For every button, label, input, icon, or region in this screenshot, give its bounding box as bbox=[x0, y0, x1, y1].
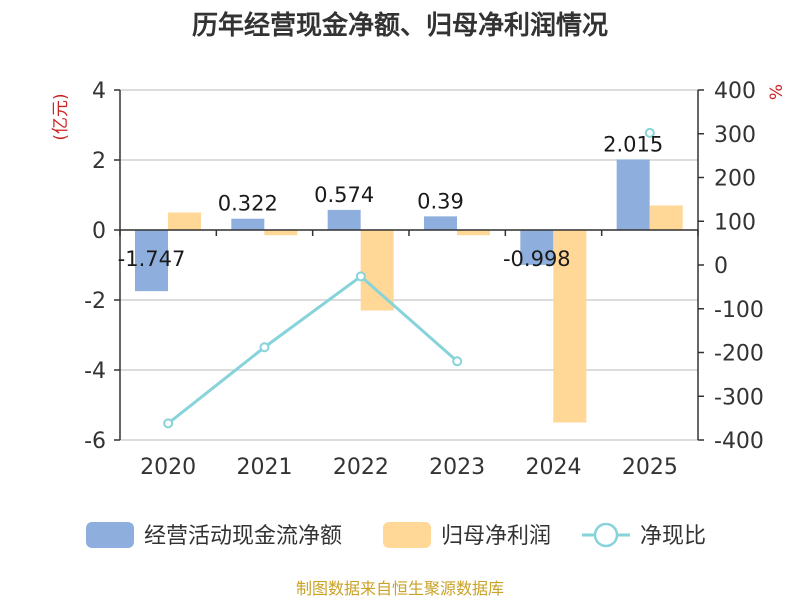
bar[interactable] bbox=[168, 212, 201, 231]
bar-data-label: 0.574 bbox=[314, 183, 374, 207]
data-labels: -1.747 0.322 0.574 0.39 -0.998 2.015 bbox=[118, 132, 664, 271]
left-tick-label: -4 bbox=[84, 359, 106, 384]
bar[interactable] bbox=[649, 205, 683, 231]
x-tick-label: 2022 bbox=[333, 455, 389, 480]
legend-swatch[interactable] bbox=[383, 522, 431, 548]
right-tick-label: 200 bbox=[714, 167, 756, 192]
right-tick-label: -400 bbox=[714, 429, 764, 454]
source-note: 制图数据来自恒生聚源数据库 bbox=[296, 579, 504, 598]
ratio-point[interactable] bbox=[259, 342, 270, 353]
bar[interactable] bbox=[457, 230, 490, 236]
bar[interactable] bbox=[424, 216, 457, 230]
legend-swatch[interactable] bbox=[86, 522, 134, 548]
bars bbox=[135, 159, 683, 423]
bar[interactable] bbox=[520, 230, 554, 265]
ratio-line bbox=[163, 127, 655, 429]
bar[interactable] bbox=[264, 230, 298, 236]
left-tick-label: 4 bbox=[92, 79, 106, 104]
x-tick-label: 2025 bbox=[622, 455, 678, 480]
chart-title: 历年经营现金净额、归母净利润情况 bbox=[192, 10, 608, 41]
bar[interactable] bbox=[360, 230, 394, 311]
x-tick-label: 2023 bbox=[429, 455, 485, 480]
ratio-point[interactable] bbox=[163, 418, 174, 429]
bar-data-label: -0.998 bbox=[503, 247, 571, 271]
right-axis-unit: % bbox=[767, 84, 787, 100]
bar-data-label: 2.015 bbox=[603, 132, 663, 156]
axes: 4 2 0 -2 -4 -6 400 300 200 100 0 -100 -200 -300 -400 20… bbox=[84, 79, 764, 480]
left-tick-label: 0 bbox=[92, 219, 106, 244]
ratio-point[interactable] bbox=[452, 356, 463, 367]
bar-data-label: 0.322 bbox=[218, 192, 278, 216]
bar[interactable] bbox=[553, 230, 587, 423]
right-tick-label: 400 bbox=[714, 79, 756, 104]
legend-label[interactable]: 净现比 bbox=[640, 524, 706, 549]
x-tick-label: 2024 bbox=[526, 455, 582, 480]
left-tick-label: -6 bbox=[84, 429, 106, 454]
right-tick-label: -200 bbox=[714, 342, 764, 367]
ratio-point[interactable] bbox=[355, 271, 366, 282]
bar[interactable] bbox=[135, 230, 168, 292]
legend-label[interactable]: 归母净利润 bbox=[441, 524, 551, 549]
left-tick-label: 2 bbox=[92, 149, 106, 174]
bar-data-label: -1.747 bbox=[118, 247, 186, 271]
right-tick-label: -300 bbox=[714, 385, 764, 410]
x-tick-label: 2021 bbox=[237, 455, 293, 480]
legend-marker[interactable] bbox=[593, 522, 619, 548]
right-tick-label: 100 bbox=[714, 210, 756, 235]
x-tick-label: 2020 bbox=[140, 455, 196, 480]
left-axis-unit: (亿元) bbox=[51, 93, 71, 140]
ratio-line-segment bbox=[167, 274, 459, 425]
right-tick-label: 0 bbox=[714, 254, 728, 279]
bar[interactable] bbox=[327, 209, 361, 230]
bar-data-label: 0.39 bbox=[417, 189, 464, 213]
right-tick-label: 300 bbox=[714, 123, 756, 148]
bar[interactable] bbox=[231, 218, 265, 230]
ratio-point[interactable] bbox=[644, 127, 655, 138]
left-tick-label: -2 bbox=[84, 289, 106, 314]
bar[interactable] bbox=[616, 159, 650, 230]
legend[interactable]: 经营活动现金流净额 归母净利润 净现比 bbox=[86, 522, 706, 549]
right-tick-label: -100 bbox=[714, 298, 764, 323]
legend-label[interactable]: 经营活动现金流净额 bbox=[144, 524, 342, 549]
